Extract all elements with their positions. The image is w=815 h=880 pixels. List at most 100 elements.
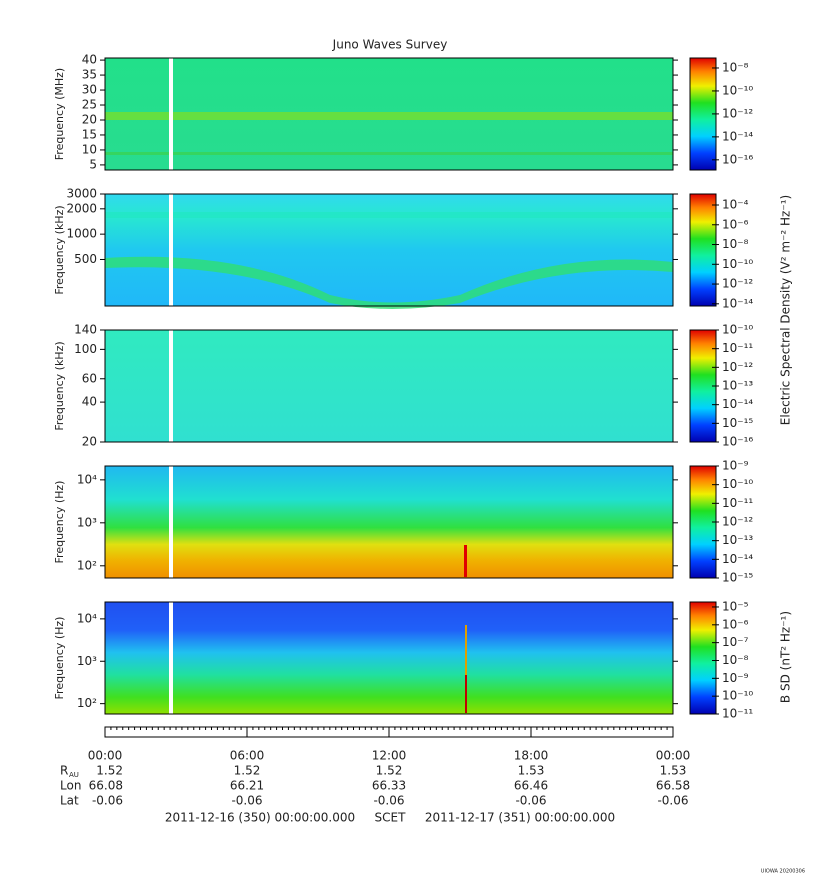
colorbar-label: B SD (nT² Hz⁻¹)	[779, 611, 793, 703]
plot-frame	[104, 465, 674, 579]
ephemeris-value: -0.06	[373, 794, 404, 808]
ephemeris-value: -0.06	[231, 794, 262, 808]
stamp: UIOWA 20200306	[761, 869, 805, 875]
spectrogram	[105, 602, 673, 714]
chart-title: Juno Waves Survey	[332, 38, 448, 52]
colorbar-tick-label: 10⁻¹¹	[722, 707, 753, 721]
colorbar-tick-label: 10⁻⁸	[722, 237, 749, 251]
y-tick-label: 10⁴	[77, 472, 97, 486]
data-gap	[169, 194, 173, 306]
x-tick-label: 00:00	[88, 749, 123, 763]
colorbar-tick-label: 10⁻⁵	[722, 599, 749, 613]
ephemeris-value: 66.08	[89, 779, 123, 793]
y-tick-label: 30	[82, 83, 97, 97]
decorations	[105, 112, 673, 713]
colorbar-tick-label: 10⁻¹⁰	[722, 689, 753, 703]
colorbar-tick-label: 10⁻¹²	[722, 515, 753, 529]
x-tick-label: 18:00	[514, 749, 549, 763]
colorbar-tick-label: 10⁻¹³	[722, 533, 753, 547]
x-tick-label: 00:00	[656, 749, 691, 763]
colorbar-tick-label: 10⁻⁷	[722, 635, 749, 649]
ephemeris-value: 1.52	[96, 764, 123, 778]
ephemeris-value: 66.21	[230, 779, 264, 793]
ephemeris-value: 66.58	[656, 779, 690, 793]
colorbar	[689, 465, 717, 579]
colorbar-tick-label: 10⁻⁴	[722, 198, 749, 212]
colorbar-tick-label: 10⁻⁶	[722, 217, 749, 231]
y-tick-label: 40	[82, 53, 97, 67]
y-tick-label: 20	[82, 435, 97, 449]
x-tick-label: 12:00	[372, 749, 407, 763]
x-tick-label: 06:00	[230, 749, 265, 763]
colorbar-tick-label: 10⁻¹⁰	[722, 323, 753, 337]
y-axis-label: Frequency (Hz)	[53, 617, 66, 700]
ephemeris-value: -0.06	[657, 794, 688, 808]
y-tick-label: 500	[74, 252, 97, 266]
ephemeris-value: 66.46	[514, 779, 548, 793]
data-gap	[169, 466, 173, 578]
colorbar	[689, 601, 717, 715]
colorbar-label: Electric Spectral Density (V² m⁻² Hz⁻¹)	[779, 195, 793, 425]
ephemeris-value: 1.53	[660, 764, 687, 778]
ephemeris-label: Lon	[60, 779, 81, 793]
colorbar-tick-label: 10⁻⁸	[722, 653, 749, 667]
ephemeris-value: 1.53	[518, 764, 545, 778]
colorbar-tick-label: 10⁻¹⁶	[722, 152, 753, 166]
spectrogram	[105, 194, 673, 306]
y-tick-label: 35	[82, 68, 97, 82]
ephemeris-sub: AU	[69, 771, 79, 779]
y-tick-label: 140	[74, 323, 97, 337]
colorbar-tick-label: 10⁻¹⁵	[722, 416, 753, 430]
colorbar-tick-label: 10⁻⁶	[722, 617, 749, 631]
y-tick-label: 10²	[77, 558, 97, 572]
y-axis-label: Frequency (MHz)	[53, 68, 66, 160]
spectrogram	[105, 330, 673, 442]
y-tick-label: 10²	[77, 696, 97, 710]
y-tick-label: 5	[89, 157, 97, 171]
colorbar-tick-label: 10⁻¹⁰	[722, 83, 753, 97]
y-tick-label: 15	[82, 127, 97, 141]
colorbar-tick-label: 10⁻¹⁶	[722, 435, 753, 449]
colorbar	[689, 329, 717, 443]
data-gap	[169, 58, 173, 170]
data-gap	[169, 602, 173, 714]
colorbar-tick-label: 10⁻⁸	[722, 60, 749, 74]
y-tick-label: 2000	[66, 201, 97, 215]
spectrogram	[105, 466, 673, 578]
ephemeris-value: 66.33	[372, 779, 406, 793]
colorbar-tick-label: 10⁻¹⁴	[722, 397, 753, 411]
colorbar-tick-label: 10⁻¹³	[722, 379, 753, 393]
colorbar-tick-label: 10⁻¹⁴	[722, 129, 753, 143]
colorbar-tick-label: 10⁻¹⁰	[722, 477, 753, 491]
y-tick-label: 40	[82, 395, 97, 409]
plot-frame	[104, 601, 674, 715]
colorbar-tick-label: 10⁻¹⁵	[722, 571, 753, 585]
y-tick-label: 60	[82, 371, 97, 385]
ephemeris-value: 1.52	[376, 764, 403, 778]
ephemeris-value: 1.52	[234, 764, 261, 778]
end-time: 2011-12-17 (351) 00:00:00.000	[425, 811, 615, 825]
colorbar	[689, 193, 717, 307]
y-tick-label: 10⁴	[77, 611, 97, 625]
colorbar	[689, 57, 717, 171]
ephemeris-label: R	[60, 764, 68, 778]
colorbar-tick-label: 10⁻¹⁴	[722, 552, 753, 566]
y-axis-label: Frequency (kHz)	[53, 205, 66, 294]
data-gap	[169, 330, 173, 442]
ephemeris-value: -0.06	[515, 794, 546, 808]
y-tick-label: 25	[82, 98, 97, 112]
colorbar-tick-label: 10⁻¹⁰	[722, 257, 753, 271]
colorbar-tick-label: 10⁻¹¹	[722, 341, 753, 355]
plot-frame	[104, 329, 674, 443]
y-axis-label: Frequency (kHz)	[53, 341, 66, 430]
y-tick-label: 1000	[66, 227, 97, 241]
y-axis-label: Frequency (Hz)	[53, 481, 66, 564]
colorbar-tick-label: 10⁻¹¹	[722, 496, 753, 510]
colorbar-tick-label: 10⁻¹²	[722, 106, 753, 120]
y-tick-label: 100	[74, 342, 97, 356]
y-tick-label: 20	[82, 112, 97, 126]
plot-frame	[104, 57, 674, 171]
colorbar-tick-label: 10⁻⁹	[722, 671, 749, 685]
frame-label: SCET	[375, 811, 407, 825]
